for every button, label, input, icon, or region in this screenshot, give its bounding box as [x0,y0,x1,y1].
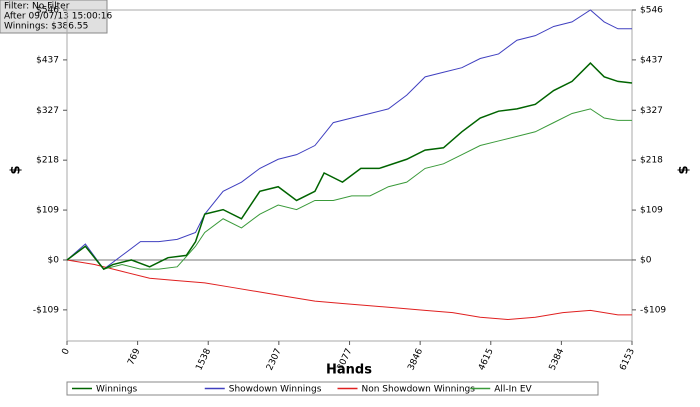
x-tick-label: 5384 [548,347,567,372]
y-axis-title: $ [9,165,24,174]
y2-tick-label: $437 [640,55,663,65]
y2-axis-title: $ [677,165,692,174]
y2-tick-label: $327 [640,106,663,116]
plot-frame [66,9,633,342]
y-tick-label: $437 [36,55,59,65]
info-filter: Filter: No Filter [4,2,70,12]
y-tick-label: $546 [36,6,59,16]
series-line [66,9,632,270]
y2-tick-label: $0 [640,255,652,265]
y-tick-label: $218 [36,156,59,166]
legend-label: Non Showdown Winnings [362,385,476,395]
y2-tick-label: $218 [640,156,663,166]
info-box [0,0,108,34]
series-line [66,108,632,270]
x-tick-label: 0 [60,347,72,357]
x-axis-title: Hands [326,363,372,378]
legend [66,381,599,396]
legend-label: All-In EV [494,385,532,395]
y2-tick-label: $109 [640,206,663,216]
x-tick-label: 1538 [194,347,213,372]
legend-label: Showdown Winnings [229,385,322,395]
y-tick-label: -$109 [33,305,59,315]
info-date: After 09/07/13 15:00:16 [4,12,112,22]
legend-label: Winnings [96,385,138,395]
series-line [66,259,632,320]
x-tick-label: 6153 [618,347,637,372]
x-tick-label: 3846 [406,347,425,372]
y2-tick-label: -$109 [640,305,666,315]
info-winnings: Winnings: $386.55 [4,22,88,32]
y-tick-label: $0 [48,255,60,265]
y-tick-label: $327 [36,106,59,116]
x-tick-label: 769 [126,347,142,367]
y-tick-label: $109 [36,206,59,216]
series-line [66,62,633,271]
x-tick-label: 4615 [477,347,496,372]
y2-tick-label: $546 [640,6,663,16]
x-tick-label: 2307 [265,347,284,372]
